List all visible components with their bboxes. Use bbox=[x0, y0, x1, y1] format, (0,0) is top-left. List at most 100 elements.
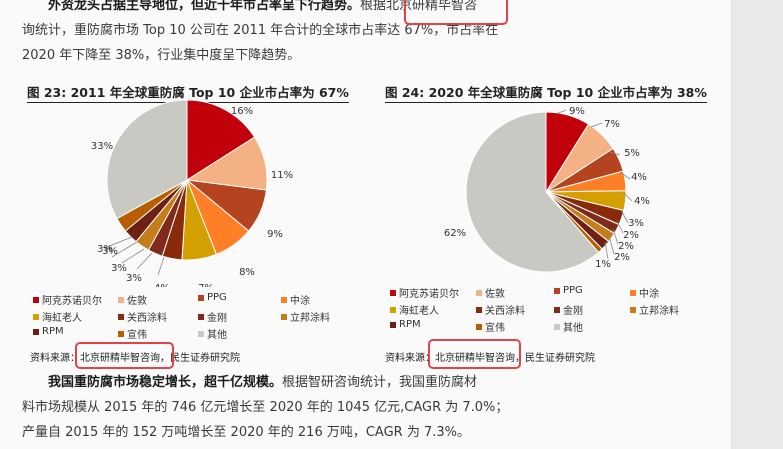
legend-label: RPM bbox=[42, 326, 64, 337]
para2-line3: 产量自 2015 年的 152 万吨增长至 2020 年的 216 万吨，CAG… bbox=[22, 425, 470, 440]
legend-item: 宣伟 bbox=[476, 319, 505, 334]
legend-label: 其他 bbox=[207, 330, 227, 341]
leader-line bbox=[619, 171, 631, 180]
legend-swatch bbox=[33, 328, 39, 335]
leader-line bbox=[616, 220, 624, 234]
data-label: 3% bbox=[126, 273, 142, 284]
para2-bold: 我国重防腐市场稳定增长，超千亿规模。 bbox=[48, 375, 283, 390]
legend-label: 其他 bbox=[563, 323, 583, 334]
data-label: 7% bbox=[604, 119, 620, 130]
legend-item: 佐敦 bbox=[476, 285, 505, 300]
legend-item: RPM bbox=[33, 326, 64, 337]
legend-label: 金刚 bbox=[563, 306, 583, 317]
legend-swatch bbox=[476, 289, 482, 296]
legend-label: 阿克苏诺贝尔 bbox=[42, 296, 102, 307]
legend-swatch bbox=[118, 330, 124, 337]
para1-line3: 2020 年下降至 38%，行业集中度呈下降趋势。 bbox=[22, 48, 301, 63]
leader-line bbox=[608, 235, 615, 255]
leader-line bbox=[157, 256, 165, 276]
data-label: 8% bbox=[239, 267, 255, 278]
legend-label: 海虹老人 bbox=[42, 313, 82, 324]
pie-chart-2011: 16%11%9%8%7%4%3%3%3%3%33% bbox=[91, 99, 293, 287]
legend-swatch bbox=[33, 313, 39, 320]
legend-label: 中涂 bbox=[639, 289, 659, 300]
data-label: 33% bbox=[91, 141, 113, 152]
legend-swatch bbox=[198, 313, 204, 320]
legend-swatch bbox=[554, 287, 560, 294]
leader-line bbox=[111, 241, 138, 258]
legend-item: 佐敦 bbox=[118, 292, 147, 307]
legend-label: 金刚 bbox=[207, 313, 227, 324]
legend-swatch bbox=[630, 306, 636, 313]
legend-item: 中涂 bbox=[281, 292, 310, 307]
legend-item: 中涂 bbox=[630, 285, 659, 300]
legend-swatch bbox=[390, 289, 396, 296]
data-label: 3% bbox=[102, 246, 118, 257]
pie-slice-11 bbox=[106, 99, 188, 220]
pie-slice-11 bbox=[465, 111, 600, 273]
data-label: 9% bbox=[569, 106, 585, 117]
legend-item: 立邦涂料 bbox=[281, 309, 330, 324]
legend-item: 宣伟 bbox=[118, 326, 147, 341]
leader-line bbox=[622, 191, 633, 202]
legend-item: RPM bbox=[390, 319, 421, 330]
legend-swatch bbox=[198, 294, 204, 301]
leader-line bbox=[590, 122, 603, 128]
para2-line2: 料市场规模从 2015 年的 746 亿元增长至 2020 年的 1045 亿元… bbox=[22, 400, 509, 415]
legend-label: 立邦涂料 bbox=[639, 306, 679, 317]
legend-item: 金刚 bbox=[198, 309, 227, 324]
legend-item: PPG bbox=[554, 285, 583, 296]
leader-line bbox=[136, 252, 153, 270]
data-label: 62% bbox=[444, 228, 466, 239]
legend-swatch bbox=[390, 306, 396, 313]
para1-line1: 根据北京研精毕智咨 bbox=[360, 0, 478, 13]
legend-label: 阿克苏诺贝尔 bbox=[399, 289, 459, 300]
legend-label: 海虹老人 bbox=[399, 306, 439, 317]
legend-item: 其他 bbox=[198, 326, 227, 341]
legend-label: PPG bbox=[563, 285, 583, 296]
pie-slice-1 bbox=[186, 99, 256, 181]
data-label: 1% bbox=[595, 259, 611, 270]
leader-line bbox=[604, 241, 609, 260]
data-label: 4% bbox=[631, 172, 647, 183]
data-label: 4% bbox=[634, 196, 650, 207]
pie-chart-2020: 9%7%5%4%4%3%2%2%2%1%62% bbox=[444, 106, 650, 273]
data-label: 11% bbox=[271, 170, 293, 181]
legend-item: 关西涂料 bbox=[476, 302, 525, 317]
legend-item: 海虹老人 bbox=[33, 309, 82, 324]
legend-label: 中涂 bbox=[290, 296, 310, 307]
leader-line bbox=[121, 248, 145, 264]
data-label: 7% bbox=[198, 283, 214, 287]
para1-bold: 外资龙头占据主导地位，但近十年市占率呈下行趋势。 bbox=[48, 0, 361, 13]
data-label: 2% bbox=[618, 241, 634, 252]
leader-line bbox=[612, 228, 619, 245]
legend-item: PPG bbox=[198, 292, 227, 303]
legend-item: 关西涂料 bbox=[118, 309, 167, 324]
leader-line bbox=[620, 209, 629, 224]
legend-label: 立邦涂料 bbox=[290, 313, 330, 324]
figure-23-source: 资料来源：北京研精毕智咨询，民生证券研究院 bbox=[30, 353, 240, 364]
legend-2011: 阿克苏诺贝尔 佐敦 PPG 中涂海虹老人 关西涂料 金刚 立邦涂料 RPM 宣伟 其他 bbox=[33, 292, 373, 342]
legend-2020: 阿克苏诺贝尔 佐敦 PPG 中涂海虹老人 关西涂料 金刚 立邦涂料 RPM 宣伟 其他 bbox=[390, 285, 730, 335]
data-label: 2% bbox=[614, 252, 630, 263]
legend-label: 佐敦 bbox=[485, 289, 505, 300]
legend-swatch bbox=[554, 306, 560, 313]
legend-label: 宣伟 bbox=[485, 323, 505, 334]
legend-swatch bbox=[118, 313, 124, 320]
legend-swatch bbox=[476, 323, 482, 330]
data-label: 5% bbox=[624, 148, 640, 159]
legend-swatch bbox=[118, 296, 124, 303]
legend-item: 立邦涂料 bbox=[630, 302, 679, 317]
data-label: 16% bbox=[231, 106, 253, 117]
leader-line bbox=[106, 236, 133, 248]
scrollbar-track[interactable] bbox=[731, 0, 783, 449]
legend-item: 金刚 bbox=[554, 302, 583, 317]
legend-swatch bbox=[198, 330, 204, 337]
legend-swatch bbox=[33, 296, 39, 303]
legend-label: PPG bbox=[207, 292, 227, 303]
highlight-box bbox=[404, 0, 508, 25]
data-label: 2% bbox=[623, 230, 639, 241]
data-label: 3% bbox=[97, 244, 113, 255]
data-label: 3% bbox=[628, 218, 644, 229]
data-label: 9% bbox=[267, 229, 283, 240]
